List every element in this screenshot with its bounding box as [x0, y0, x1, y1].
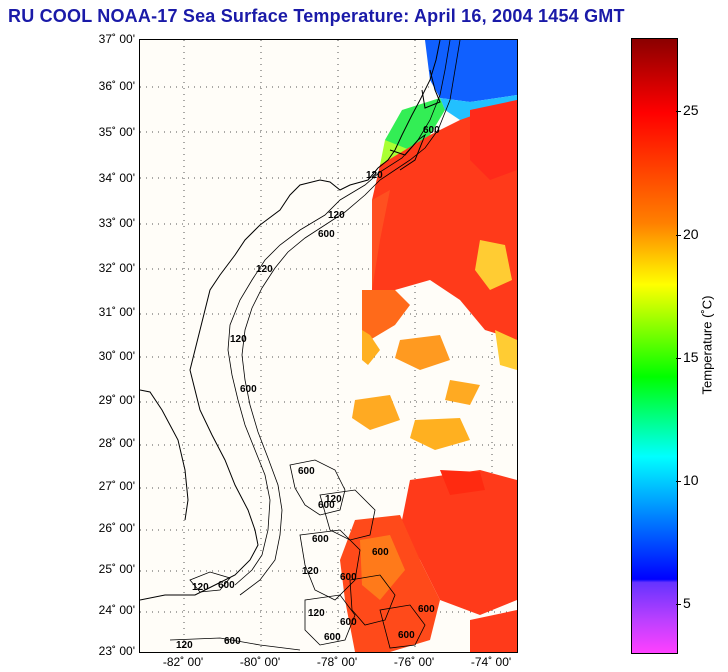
contour-label: 120 [366, 170, 383, 181]
contour-label: 600 [218, 580, 235, 591]
contour-label: 120 [325, 494, 342, 505]
colorbar-gradient [632, 39, 677, 653]
lat-label: 32˚ 00' [98, 261, 135, 275]
lat-label: 33˚ 00' [98, 216, 135, 230]
contour-label: 600 [340, 617, 357, 628]
contour-label: 120 [176, 640, 193, 651]
colorbar-tick-label: 15 [683, 349, 699, 365]
contour-label: 600 [423, 125, 440, 136]
colorbar-tick-label: 20 [683, 226, 699, 242]
lat-label: 37˚ 00' [98, 32, 135, 46]
lon-label: -74˚ 00' [470, 655, 512, 669]
sst-map[interactable]: 600 120 120 600 120 120 600 600 120 600 … [139, 39, 518, 653]
contour-label: 120 [230, 334, 247, 345]
lon-label: -80˚ 00' [239, 655, 281, 669]
contour-label: 120 [256, 264, 273, 275]
contour-label: 600 [224, 636, 241, 647]
lat-label: 31˚ 00' [98, 305, 135, 319]
contour-label: 120 [302, 566, 319, 577]
lon-label: -82˚ 00' [162, 655, 204, 669]
contour-label: 600 [312, 534, 329, 545]
map-canvas: 600 120 120 600 120 120 600 600 120 600 … [140, 40, 517, 652]
lat-label: 26˚ 00' [98, 521, 135, 535]
contour-label: 600 [298, 466, 315, 477]
contour-label: 120 [328, 210, 345, 221]
contour-label: 120 [308, 608, 325, 619]
contour-label: 600 [240, 384, 257, 395]
contour-label: 600 [418, 604, 435, 615]
contour-label: 600 [398, 630, 415, 641]
coastline [140, 40, 441, 601]
colorbar-tick-label: 5 [683, 595, 691, 611]
lat-label: 34˚ 00' [98, 171, 135, 185]
map-title: RU COOL NOAA-17 Sea Surface Temperature:… [8, 6, 625, 26]
colorbar-tick-label: 10 [683, 472, 699, 488]
lat-label: 23˚ 00' [98, 644, 135, 658]
lat-label: 25˚ 00' [98, 562, 135, 576]
contour-label: 600 [324, 632, 341, 643]
colorbar-tick-label: 25 [683, 102, 699, 118]
bathymetry-contours [169, 40, 461, 651]
contour-label: 120 [192, 582, 209, 593]
contour-label: 600 [318, 229, 335, 240]
lat-label: 35˚ 00' [98, 125, 135, 139]
lat-label: 28˚ 00' [98, 436, 135, 450]
lat-label: 27˚ 00' [98, 479, 135, 493]
colorbar-title: Temperature (˚C) [699, 295, 715, 395]
lon-label: -76˚ 00' [393, 655, 435, 669]
lat-label: 36˚ 00' [98, 79, 135, 93]
lon-label: -78˚ 00' [316, 655, 358, 669]
contour-label-group: 600 120 120 600 120 120 600 600 120 600 … [176, 125, 440, 651]
temperature-colorbar [631, 38, 678, 654]
lat-label: 29˚ 00' [98, 393, 135, 407]
contour-label: 600 [372, 547, 389, 558]
contour-label: 600 [318, 500, 335, 511]
sst-data [340, 40, 517, 652]
lat-label: 30˚ 00' [98, 349, 135, 363]
lat-label: 24˚ 00' [98, 603, 135, 617]
contour-label: 600 [340, 572, 357, 583]
